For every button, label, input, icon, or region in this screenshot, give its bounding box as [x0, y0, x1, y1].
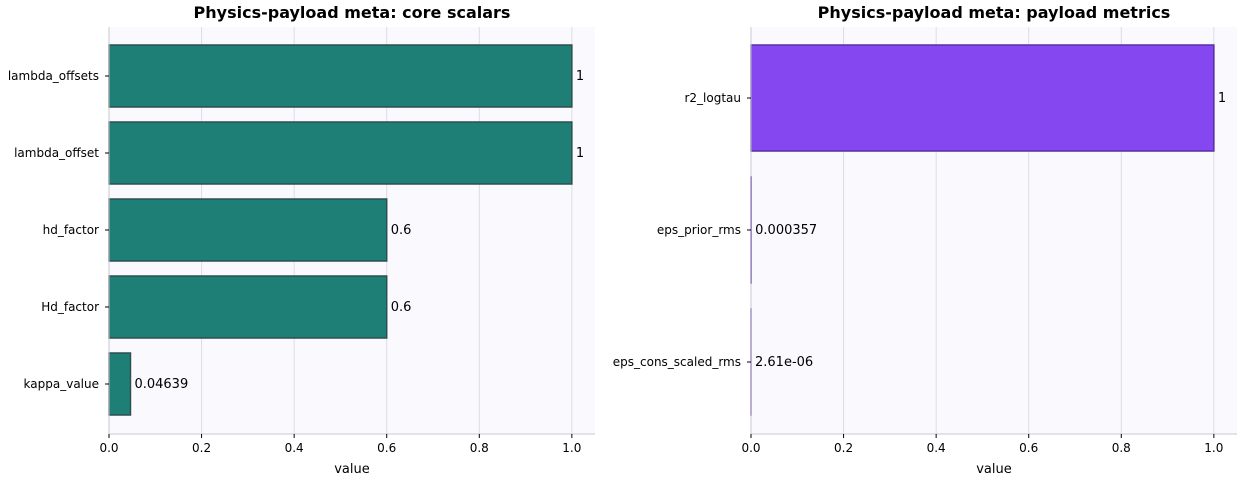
data-label: 0.000357	[755, 223, 817, 238]
x-tick-label: 0.4	[927, 441, 946, 455]
bars	[108, 44, 573, 416]
y-tick-label: Hd_factor	[41, 300, 99, 314]
x-tick-labels: 0.0 0.2 0.4 0.6 0.8 1.0	[741, 434, 1223, 455]
y-tick-labels: lambda_offsets lambda_offset hd_factor Hd_f…	[8, 69, 109, 391]
chart-core-scalars: lambda_offsets lambda_offset hd_factor Hd_f…	[8, 3, 595, 477]
bar-Hd_factor	[108, 275, 388, 339]
bar-hd_factor	[108, 198, 388, 262]
chart-title: Physics-payload meta: core scalars	[194, 3, 511, 22]
chart-payload-metrics: r2_logtau eps_prior_rms eps_cons_scaled_rm…	[613, 3, 1237, 477]
x-tick-label: 0.6	[377, 441, 396, 455]
y-tick-label: lambda_offsets	[8, 69, 99, 83]
y-tick-label: eps_prior_rms	[657, 223, 741, 237]
y-tick-labels: r2_logtau eps_prior_rms eps_cons_scaled_rm…	[613, 91, 751, 369]
x-tick-label: 0.2	[192, 441, 211, 455]
chart-title: Physics-payload meta: payload metrics	[818, 3, 1171, 22]
bar-lambda_offsets	[108, 44, 573, 108]
bar-lambda_offset	[108, 121, 573, 185]
y-tick-label: r2_logtau	[684, 91, 741, 105]
x-tick-label: 0.6	[1019, 441, 1038, 455]
x-axis-label: value	[334, 462, 370, 477]
x-tick-labels: 0.0 0.2 0.4 0.6 0.8 1.0	[99, 434, 581, 455]
data-labels: 1 1 0.6 0.6 0.04639	[134, 69, 584, 392]
x-tick-label: 0.2	[834, 441, 853, 455]
data-label: 0.6	[391, 223, 412, 238]
x-tick-label: 1.0	[1204, 441, 1223, 455]
data-label: 0.6	[391, 300, 412, 315]
data-label: 1	[576, 146, 584, 161]
data-label: 2.61e-06	[755, 355, 813, 370]
y-tick-label: eps_cons_scaled_rms	[613, 355, 741, 369]
bar-kappa_value	[108, 352, 132, 416]
x-tick-label: 0.8	[1112, 441, 1131, 455]
bar-r2_logtau	[750, 44, 1215, 152]
data-label: 1	[1218, 91, 1226, 106]
y-tick-label: hd_factor	[43, 223, 99, 237]
x-tick-label: 0.0	[99, 441, 118, 455]
x-tick-label: 0.8	[470, 441, 489, 455]
data-label: 0.04639	[134, 377, 188, 392]
data-labels: 1 0.000357 2.61e-06	[755, 91, 1226, 370]
y-tick-label: kappa_value	[24, 377, 99, 391]
data-label: 1	[576, 69, 584, 84]
x-axis-label: value	[976, 462, 1012, 477]
x-tick-label: 0.0	[741, 441, 760, 455]
x-tick-label: 0.4	[285, 441, 304, 455]
y-tick-label: lambda_offset	[14, 146, 99, 160]
x-tick-label: 1.0	[562, 441, 581, 455]
